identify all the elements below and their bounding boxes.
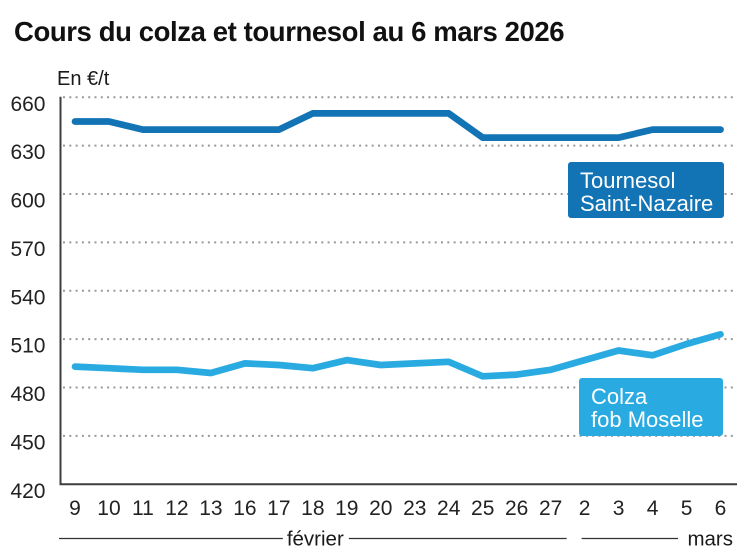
x-tick-label-9: 9 — [69, 497, 81, 520]
legend-colza-line2: fob Moselle — [591, 407, 704, 432]
x-tick-label-2: 2 — [579, 497, 591, 520]
legend-tournesol-line2: Saint-Nazaire — [580, 191, 714, 216]
series-line-tournesol-saint-nazaire — [71, 110, 724, 141]
x-tick-label-13: 13 — [199, 497, 222, 520]
y-axis-unit-label: En €/t — [57, 68, 110, 90]
x-tick-label-27: 27 — [539, 497, 562, 520]
series-line-colza-fob-moselle — [71, 330, 724, 380]
month-label-février: février — [287, 528, 344, 551]
x-tick-label-16: 16 — [233, 497, 256, 520]
x-tick-label-19: 19 — [335, 497, 358, 520]
y-tick-label-420: 420 — [10, 480, 45, 503]
x-tick-label-11: 11 — [132, 497, 154, 520]
x-tick-label-18: 18 — [301, 497, 324, 520]
x-tick-label-24: 24 — [437, 497, 461, 520]
x-tick-label-25: 25 — [471, 497, 494, 520]
legend-tournesol-saint-nazaire: Tournesol Saint-Nazaire — [568, 162, 724, 218]
y-tick-label-570: 570 — [10, 238, 45, 261]
x-tick-label-23: 23 — [403, 497, 426, 520]
y-tick-label-660: 660 — [10, 93, 45, 116]
x-tick-label-10: 10 — [97, 497, 120, 520]
y-tick-label-480: 480 — [10, 383, 45, 406]
y-tick-label-540: 540 — [10, 286, 45, 309]
x-tick-label-3: 3 — [613, 497, 625, 520]
legend-tournesol-line1: Tournesol — [580, 167, 676, 193]
y-tick-label-510: 510 — [10, 335, 45, 358]
y-tick-label-450: 450 — [10, 431, 45, 454]
y-tick-label-600: 600 — [10, 190, 45, 213]
x-tick-label-26: 26 — [505, 497, 528, 520]
x-tick-label-5: 5 — [681, 497, 693, 520]
legend-colza-line1: Colza — [591, 383, 648, 409]
x-tick-label-6: 6 — [715, 497, 727, 520]
chart-title: Cours du colza et tournesol au 6 mars 20… — [14, 16, 565, 47]
legend-colza-fob-moselle: Colza fob Moselle — [579, 378, 723, 436]
x-tick-label-17: 17 — [267, 497, 290, 520]
y-tick-label-630: 630 — [10, 141, 45, 164]
month-label-mars: mars — [687, 528, 733, 551]
x-tick-label-20: 20 — [369, 497, 392, 520]
x-tick-label-12: 12 — [165, 497, 188, 520]
x-tick-label-4: 4 — [647, 497, 659, 520]
